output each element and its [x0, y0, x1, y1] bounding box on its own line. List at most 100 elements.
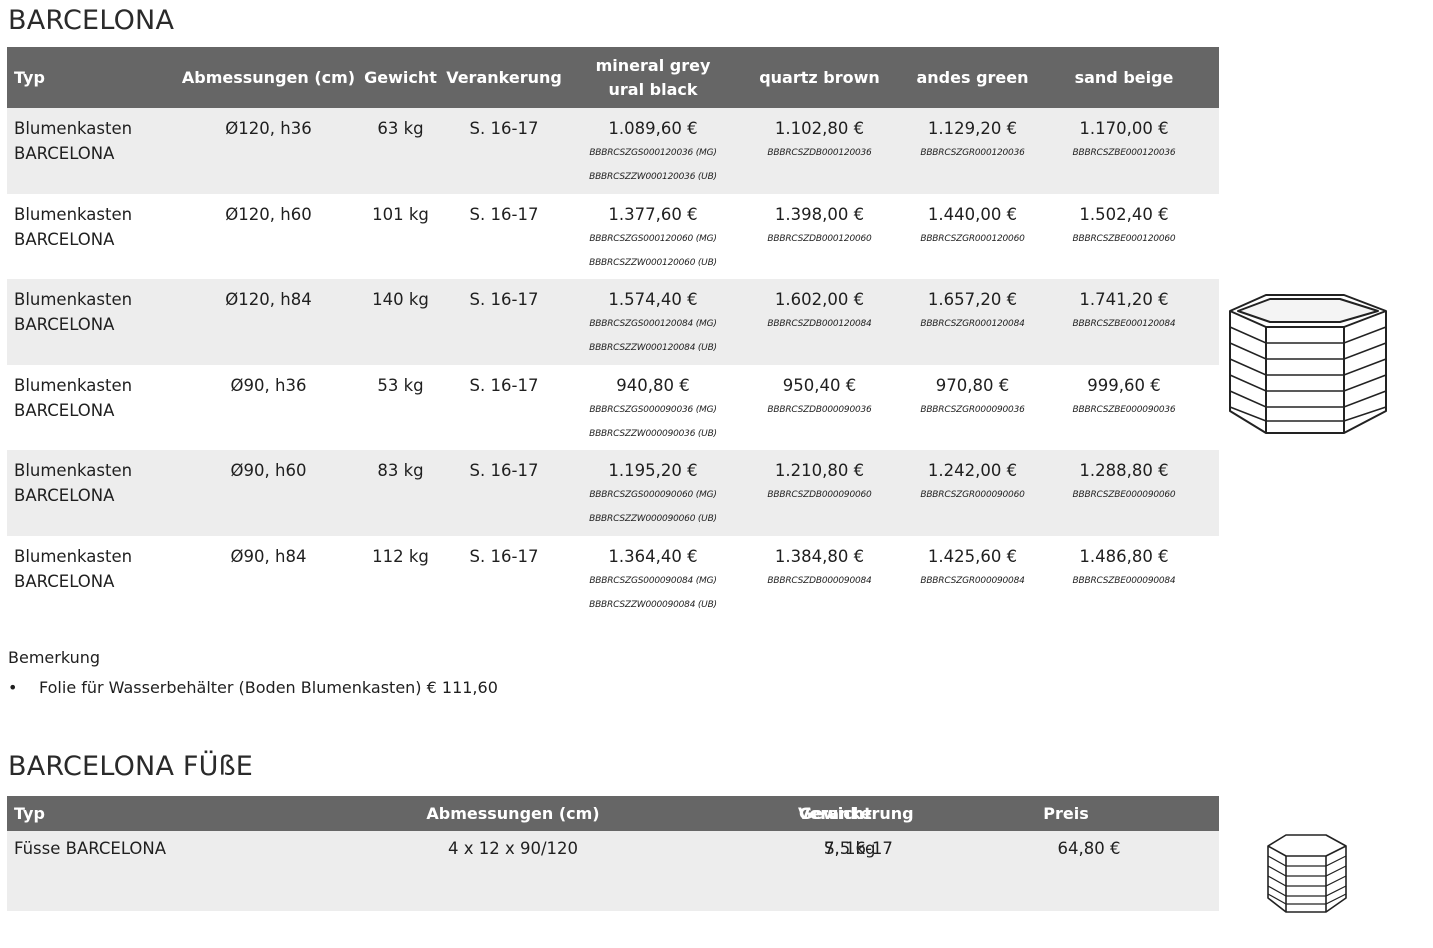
- cell-typ-line2: BARCELONA: [14, 315, 115, 335]
- header-abmessungen: Abmessungen (cm): [181, 67, 356, 87]
- cell-typ: Blumenkasten BARCELONA: [7, 116, 180, 166]
- price: 1.170,00 €: [1079, 119, 1169, 138]
- cell-mineral-grey: 1.089,60 € BBBRCSZGS000120036 (MG) BBBRCSZ…: [564, 116, 742, 183]
- header-gewicht: Gewicht: [364, 67, 437, 87]
- article-code: BBBRCSZDB000090036: [767, 404, 872, 415]
- table-row: Blumenkasten BARCELONA Ø120, h84 140 kg S. 1…: [7, 279, 1219, 365]
- remark-title: Bemerkung: [8, 648, 101, 667]
- cell-preis: 64,80 €: [1057, 839, 1121, 858]
- planter-large-image: [1229, 294, 1387, 434]
- cell-typ-line1: Blumenkasten: [14, 461, 133, 481]
- price: 1.574,40 €: [608, 290, 698, 310]
- header-mineral-line1: mineral grey: [595, 55, 711, 75]
- article-code: BBBRCSZBE000120036: [1072, 148, 1176, 158]
- price: 1.364,40 €: [608, 546, 698, 566]
- cell-typ-line2: BARCELONA: [14, 400, 115, 420]
- cell-andes-green: 1.657,20 € BBBRCSZGR000120084: [897, 287, 1048, 330]
- article-code: BBBRCSZBE000090084: [1072, 575, 1176, 586]
- cell-mineral-grey: 1.195,20 € BBBRCSZGS000090060 (MG) BBBRCSZ…: [564, 458, 742, 525]
- cell-typ-line1: Blumenkasten: [14, 375, 133, 395]
- cell-typ-line2: BARCELONA: [14, 229, 115, 249]
- cell-sand-beige: 999,60 € BBBRCSZBE000090036: [1048, 373, 1200, 416]
- cell-typ-line1: Blumenkasten: [14, 119, 133, 138]
- header-typ: Typ: [14, 67, 45, 87]
- article-code: BBBRCSZGS000120060 (MG): [589, 233, 717, 244]
- cell-andes-green: 1.440,00 € BBBRCSZGR000120060: [897, 202, 1048, 245]
- article-code: BBBRCSZBE000120084: [1072, 319, 1176, 330]
- cell-gewicht: 140 kg: [372, 290, 429, 310]
- cell-andes-green: 970,80 € BBBRCSZGR000090036: [897, 373, 1048, 416]
- remark-item: • Folie für Wasserbehälter (Boden Blumenk…: [8, 678, 498, 697]
- cell-abmessungen: 4 x 12 x 90/120: [447, 839, 579, 858]
- cell-quartz-brown: 1.102,80 € BBBRCSZDB000120036: [742, 116, 897, 159]
- cell-gewicht: 63 kg: [377, 119, 424, 138]
- cell-typ: Füsse BARCELONA: [14, 839, 167, 858]
- article-code: BBBRCSZBE000090060: [1072, 490, 1176, 501]
- article-code: BBBRCSZZW000090036 (UB): [589, 428, 717, 439]
- article-code: BBBRCSZDB000120060: [767, 233, 872, 244]
- cell-abmessungen: Ø120, h84: [225, 290, 312, 310]
- remark-item-text: Folie für Wasserbehälter (Boden Blumenka…: [39, 678, 498, 697]
- price: 1.602,00 €: [774, 290, 865, 310]
- header-verankerung: Verankerung: [798, 803, 914, 823]
- cell-typ: Blumenkasten BARCELONA: [7, 544, 180, 594]
- cell-quartz-brown: 1.210,80 € BBBRCSZDB000090060: [742, 458, 897, 501]
- cell-abmessungen: Ø120, h36: [225, 119, 312, 138]
- cell-gewicht: 112 kg: [372, 546, 429, 566]
- cell-typ-line2: BARCELONA: [14, 486, 115, 506]
- article-code: BBBRCSZDB000120036: [767, 148, 872, 158]
- header-quartz-brown: quartz brown: [759, 67, 880, 87]
- table-header: Typ Abmessungen (cm) Gewicht Verankerung…: [7, 796, 1219, 831]
- article-code: BBBRCSZGR000120084: [920, 319, 1025, 330]
- article-code: BBBRCSZZW000120060 (UB): [589, 257, 717, 268]
- price: 999,60 €: [1087, 375, 1161, 395]
- cell-abmessungen: Ø90, h36: [230, 375, 307, 395]
- cell-typ: Blumenkasten BARCELONA: [7, 373, 180, 423]
- price: 1.210,80 €: [774, 461, 865, 481]
- cell-typ-line2: BARCELONA: [14, 571, 115, 591]
- price: 1.377,60 €: [608, 204, 698, 224]
- cell-verankerung: S. 16-17: [469, 119, 539, 138]
- cell-typ-line1: Blumenkasten: [14, 546, 133, 566]
- cell-verankerung: S. 16-17: [469, 546, 539, 566]
- article-code: BBBRCSZGS000090036 (MG): [589, 404, 717, 415]
- price: 970,80 €: [935, 375, 1010, 395]
- table-header: Typ Abmessungen (cm) Gewicht Verankerung…: [7, 47, 1219, 108]
- table-row: Blumenkasten BARCELONA Ø120, h60 101 kg S. 1…: [7, 194, 1219, 280]
- cell-verankerung: S. 16-17: [469, 461, 539, 481]
- cell-typ: Blumenkasten BARCELONA: [7, 458, 180, 508]
- cell-mineral-grey: 1.364,40 € BBBRCSZGS000090084 (MG) BBBRCSZ…: [564, 544, 742, 611]
- cell-sand-beige: 1.741,20 € BBBRCSZBE000120084: [1048, 287, 1200, 330]
- cell-andes-green: 1.425,60 € BBBRCSZGR000090084: [897, 544, 1048, 587]
- price: 1.384,80 €: [774, 546, 865, 566]
- cell-andes-green: 1.129,20 € BBBRCSZGR000120036: [897, 116, 1048, 159]
- price: 1.195,20 €: [608, 461, 698, 481]
- cell-verankerung: S. 16-17: [469, 204, 539, 224]
- table-row: Blumenkasten BARCELONA Ø90, h36 53 kg S. 16-…: [7, 365, 1219, 451]
- cell-mineral-grey: 1.574,40 € BBBRCSZGS000120084 (MG) BBBRCSZ…: [564, 287, 742, 354]
- cell-gewicht: 83 kg: [377, 461, 424, 481]
- cell-typ-line1: Blumenkasten: [14, 290, 133, 310]
- article-code: BBBRCSZZW000120036 (UB): [589, 172, 717, 182]
- article-code: BBBRCSZGR000120060: [920, 233, 1025, 244]
- cell-mineral-grey: 940,80 € BBBRCSZGS000090036 (MG) BBBRCSZZW…: [564, 373, 742, 440]
- article-code: BBBRCSZGS000120084 (MG): [589, 319, 717, 330]
- cell-verankerung: S. 16-17: [824, 839, 893, 858]
- feet-table: Typ Abmessungen (cm) Gewicht Verankerung…: [7, 796, 1219, 911]
- cell-typ: Blumenkasten BARCELONA: [7, 202, 180, 252]
- cell-abmessungen: Ø90, h84: [230, 546, 307, 566]
- cell-sand-beige: 1.502,40 € BBBRCSZBE000120060: [1048, 202, 1200, 245]
- price: 1.398,00 €: [774, 204, 865, 224]
- cell-sand-beige: 1.486,80 € BBBRCSZBE000090084: [1048, 544, 1200, 587]
- article-code: BBBRCSZZW000090060 (UB): [589, 514, 717, 525]
- article-code: BBBRCSZZW000090084 (UB): [589, 599, 717, 610]
- cell-andes-green: 1.242,00 € BBBRCSZGR000090060: [897, 458, 1048, 501]
- planter-small-image: [1267, 834, 1347, 913]
- cell-quartz-brown: 1.398,00 € BBBRCSZDB000120060: [742, 202, 897, 245]
- cell-abmessungen: Ø120, h60: [225, 204, 312, 224]
- cell-gewicht: 101 kg: [372, 204, 429, 224]
- header-abmessungen: Abmessungen (cm): [426, 803, 600, 823]
- section-title-barcelona-fuesse: BARCELONA FÜßE: [8, 751, 254, 782]
- article-code: BBBRCSZGR000090084: [920, 575, 1025, 586]
- table-row: Blumenkasten BARCELONA Ø120, h36 63 kg S. 16…: [7, 108, 1219, 194]
